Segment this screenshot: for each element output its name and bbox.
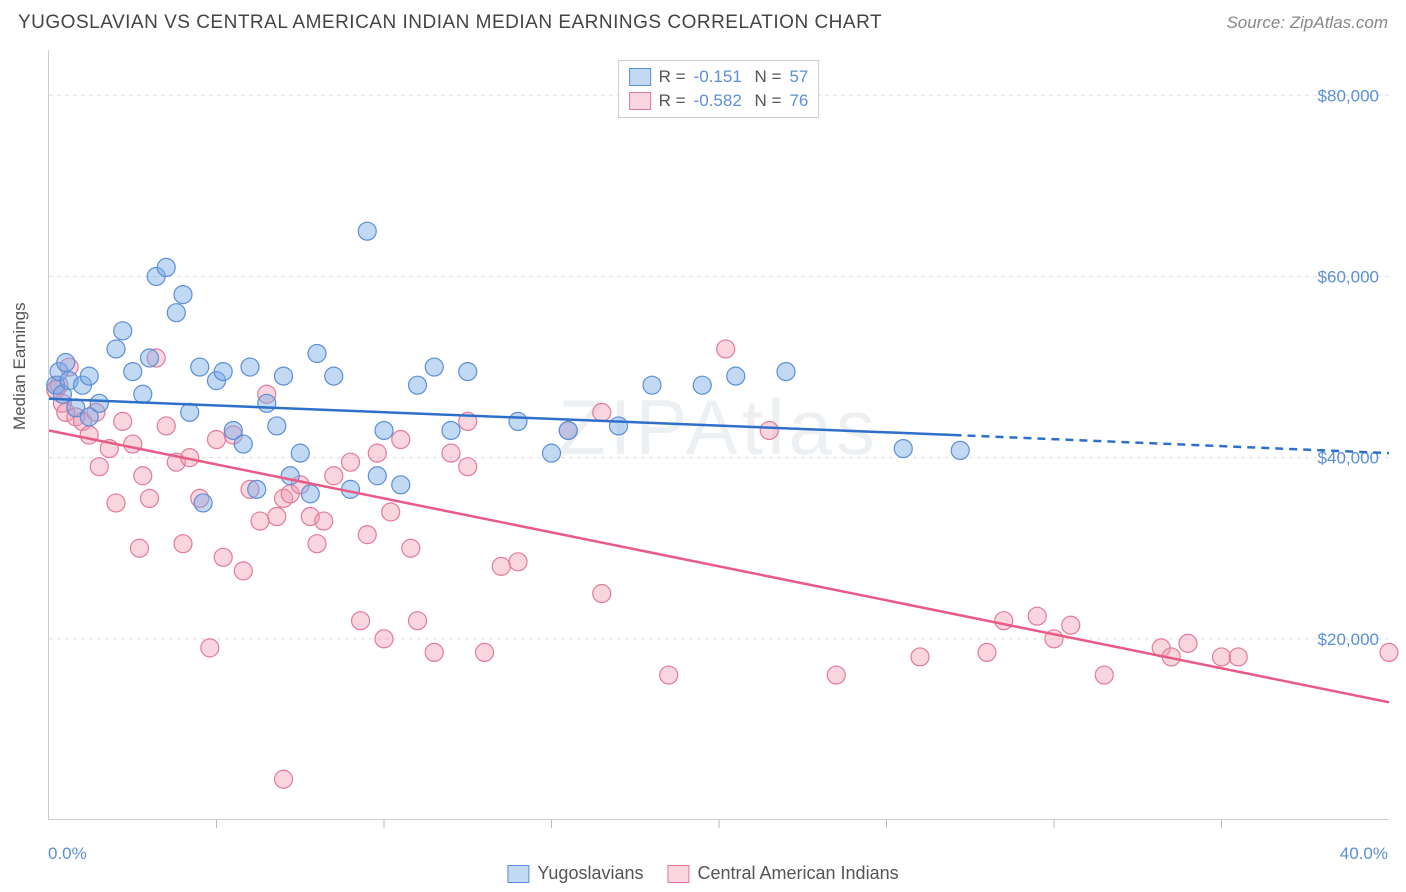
x-axis-min-label: 0.0% <box>48 844 87 864</box>
plot-area: ZIPAtlas $20,000$40,000$60,000$80,000 R … <box>48 50 1388 820</box>
chart-title: YUGOSLAVIAN VS CENTRAL AMERICAN INDIAN M… <box>18 12 882 34</box>
stats-legend: R = -0.151 N = 57 R = -0.582 N = 76 <box>618 60 820 118</box>
legend-swatch-b <box>667 865 689 883</box>
legend-label-b: Central American Indians <box>697 863 898 884</box>
legend-item-b: Central American Indians <box>667 863 898 884</box>
chart-container: YUGOSLAVIAN VS CENTRAL AMERICAN INDIAN M… <box>0 0 1406 892</box>
legend-label-a: Yugoslavians <box>537 863 643 884</box>
header: YUGOSLAVIAN VS CENTRAL AMERICAN INDIAN M… <box>18 12 1388 34</box>
source-label: Source: ZipAtlas.com <box>1226 13 1388 33</box>
x-axis-max-label: 40.0% <box>1340 844 1388 864</box>
swatch-b <box>629 92 651 110</box>
stats-row-a: R = -0.151 N = 57 <box>629 65 809 89</box>
swatch-a <box>629 68 651 86</box>
n-value-a: 57 <box>789 67 808 87</box>
legend-item-a: Yugoslavians <box>507 863 643 884</box>
legend-swatch-a <box>507 865 529 883</box>
scatter-plot-svg: $20,000$40,000$60,000$80,000 <box>49 50 1388 819</box>
r-value-b: -0.582 <box>694 91 742 111</box>
n-value-b: 76 <box>789 91 808 111</box>
svg-text:$80,000: $80,000 <box>1318 86 1379 105</box>
r-value-a: -0.151 <box>694 67 742 87</box>
stats-row-b: R = -0.582 N = 76 <box>629 89 809 113</box>
y-axis-title: Median Earnings <box>10 302 30 430</box>
svg-text:$20,000: $20,000 <box>1318 630 1379 649</box>
bottom-legend: Yugoslavians Central American Indians <box>507 863 898 884</box>
svg-text:$60,000: $60,000 <box>1318 267 1379 286</box>
